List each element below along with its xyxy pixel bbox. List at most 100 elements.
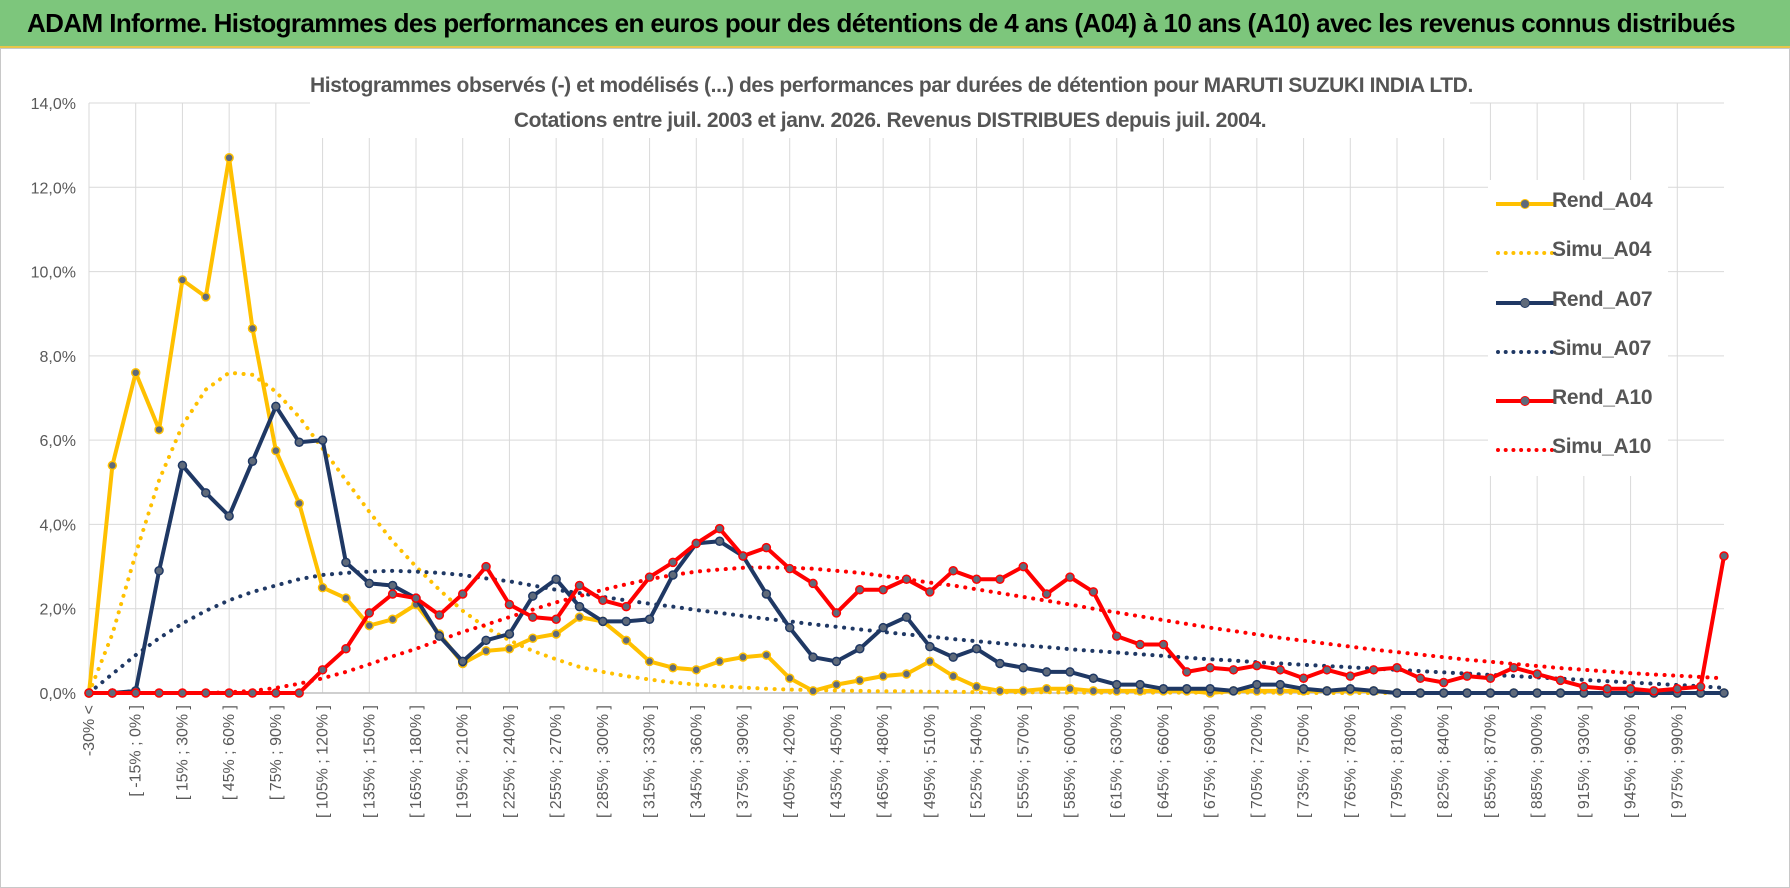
data-point-rend-a10 [668,557,678,568]
data-point-rend-a10 [761,542,772,553]
data-point-rend-a07 [1509,688,1519,698]
data-point-rend-a10 [177,688,188,698]
data-point-rend-a07 [1415,688,1426,698]
y-tick-label: 12,0% [31,180,76,197]
data-point-rend-a10 [714,523,725,534]
data-point-rend-a10 [1649,686,1659,696]
x-tick-label: [ 795% ; 810% ] [1389,705,1406,818]
x-tick-label: [ 765% ; 780% ] [1342,705,1359,818]
x-tick-label: [ 495% ; 510% ] [922,705,939,818]
data-point-rend-a10 [1719,551,1729,561]
data-point-rend-a07 [1228,686,1239,696]
data-point-rend-a04 [971,681,982,692]
x-tick-label: [ 645% ; 660% ] [1155,705,1172,818]
data-point-rend-a10 [1298,673,1309,683]
axes: 0,0% 2,0% 4,0% 6,0% 8,0% 10,0% 12,0% 14,0% -30% … [31,96,1724,818]
x-tick-label: [ 675% ; 690% ] [1202,705,1219,818]
data-point-rend-a10 [224,688,234,698]
y-tick-label: 14,0% [31,96,76,113]
legend-swatch [1496,448,1554,453]
legend-label: Simu_A07 [1552,336,1652,360]
data-point-rend-a04 [528,633,538,643]
series-line-simu-a04 [87,370,1726,695]
data-point-rend-a07 [808,652,818,662]
y-tick-label: 4,0% [40,517,76,534]
data-point-rend-a07 [341,557,351,568]
data-point-rend-a04 [271,445,281,456]
data-point-rend-a07 [154,566,164,576]
legend-swatch [1496,297,1554,308]
data-point-rend-a10 [1695,681,1706,692]
y-tick-label: 10,0% [31,265,76,282]
x-tick-label: [ 915% ; 930% ] [1576,705,1593,818]
data-point-rend-a04 [714,656,725,667]
x-tick-label: [ 855% ; 870% ] [1482,705,1499,818]
data-point-rend-a07 [1111,679,1122,690]
data-point-rend-a07 [831,656,842,667]
x-tick-label: [ 285% ; 300% ] [595,705,612,818]
legend-swatch [1496,251,1554,256]
data-point-rend-a04 [878,671,888,681]
data-point-rend-a04 [341,593,351,603]
data-point-rend-a04 [691,665,702,675]
x-tick-label: [ 885% ; 900% ] [1529,705,1546,818]
data-point-rend-a10 [784,563,795,574]
data-point-rend-a10 [574,580,585,591]
data-point-rend-a10 [1205,662,1215,673]
data-point-rend-a04 [130,367,141,378]
data-point-rend-a10 [271,688,281,698]
data-point-rend-a07 [1205,684,1215,694]
legend-swatch [1496,349,1554,354]
data-point-rend-a10 [1322,665,1332,675]
legend-label: Rend_A04 [1552,189,1653,212]
data-point-rend-a04 [387,614,398,624]
data-point-rend-a04 [317,582,328,593]
x-tick-label: [ 225% ; 240% ] [501,705,518,818]
data-point-rend-a10 [1252,660,1262,671]
x-tick-label: [ 135% ; 150% ] [361,705,378,818]
legend-item-rend-a10: Rend_A10 [1488,377,1668,426]
data-point-rend-a07 [948,652,958,662]
data-point-rend-a10 [1275,665,1285,675]
data-point-rend-a10 [294,688,304,698]
data-point-rend-a10 [1135,639,1145,650]
data-point-rend-a10 [878,585,888,595]
data-point-rend-a10 [1368,665,1379,675]
legend-item-simu-a07: Simu_A07 [1488,328,1668,377]
data-point-rend-a07 [1018,662,1029,673]
x-tick-label: [ 255% ; 270% ] [548,705,565,818]
x-tick-label: [ 825% ; 840% ] [1436,705,1453,818]
data-point-rend-a04 [481,646,491,656]
data-point-rend-a07 [925,641,935,652]
data-point-rend-a10 [107,688,118,698]
data-point-rend-a10 [1392,662,1402,673]
legend-marker [1520,297,1530,308]
y-tick-label: 8,0% [40,349,76,366]
data-point-rend-a10 [1602,684,1612,694]
data-point-rend-a07 [901,612,912,622]
data-point-rend-a10 [598,595,608,606]
legend-swatch [1496,199,1554,209]
series-line-rend-a10 [89,526,1726,695]
data-point-rend-a10 [434,610,445,620]
data-point-rend-a04 [294,498,304,509]
data-point-rend-a10 [901,574,912,584]
data-point-rend-a04 [808,686,818,696]
data-point-rend-a10 [995,574,1005,584]
data-point-rend-a04 [504,644,515,654]
data-point-rend-a04 [177,275,188,285]
legend-label: Rend_A10 [1552,386,1653,410]
x-tick-label: [ -15% ; 0% ] [128,705,145,797]
data-point-rend-a10 [855,585,865,595]
data-point-rend-a10 [84,688,94,698]
data-point-rend-a10 [1182,667,1192,677]
data-point-rend-a10 [691,538,702,549]
y-tick-label: 0,0% [40,686,76,703]
report-banner: ADAM Informe. Histogrammes des performan… [0,0,1790,48]
data-point-rend-a04 [668,662,678,673]
legend-label: Rend_A07 [1552,287,1653,311]
x-tick-label: [ 15% ; 30% ] [174,705,191,800]
data-point-rend-a07 [528,591,538,601]
data-point-rend-a10 [317,665,328,675]
